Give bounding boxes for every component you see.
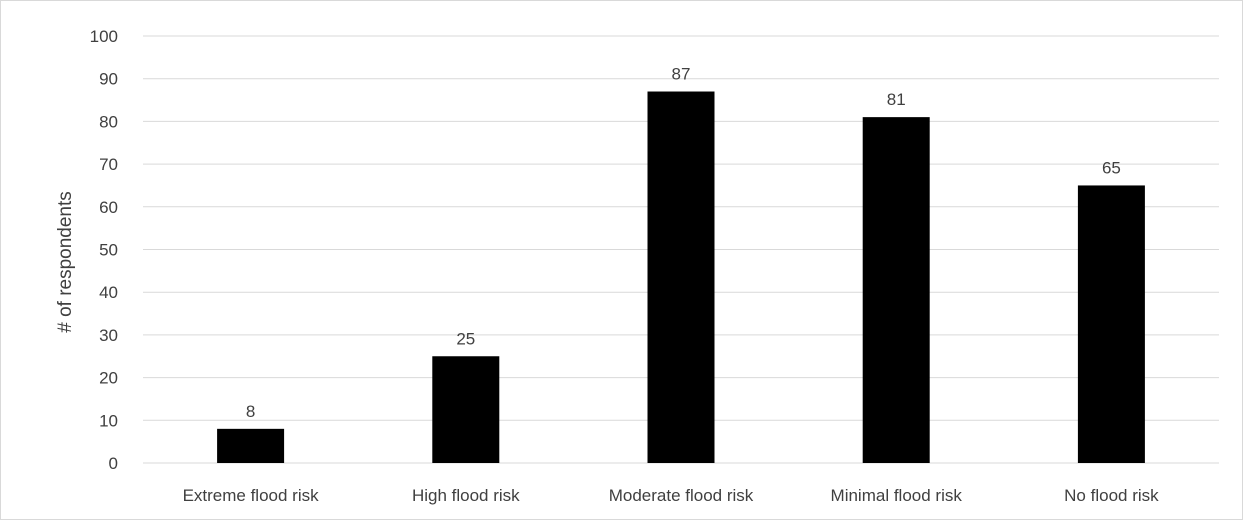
x-tick-label: Moderate flood risk bbox=[609, 486, 754, 505]
bars bbox=[217, 91, 1145, 463]
y-axis-ticks: 0 10 20 30 40 50 60 70 80 90 100 bbox=[90, 27, 118, 473]
data-label: 81 bbox=[887, 90, 906, 109]
y-tick-label: 20 bbox=[99, 369, 118, 388]
y-tick-label: 60 bbox=[99, 198, 118, 217]
x-tick-label: Minimal flood risk bbox=[831, 486, 963, 505]
data-labels: 8 25 87 81 65 bbox=[246, 65, 1121, 421]
x-axis-ticks: Extreme flood risk High flood risk Moderat… bbox=[183, 486, 1160, 505]
y-tick-label: 10 bbox=[99, 411, 118, 430]
y-axis-title: # of respondents bbox=[55, 191, 76, 333]
y-tick-label: 90 bbox=[99, 70, 118, 89]
y-tick-label: 100 bbox=[90, 27, 118, 46]
data-label: 25 bbox=[456, 329, 475, 348]
x-tick-label: No flood risk bbox=[1064, 486, 1159, 505]
y-tick-label: 70 bbox=[99, 155, 118, 174]
data-label: 65 bbox=[1102, 158, 1121, 177]
bar bbox=[1077, 185, 1145, 463]
bar bbox=[217, 428, 285, 463]
y-tick-label: 40 bbox=[99, 283, 118, 302]
y-tick-label: 0 bbox=[109, 454, 118, 473]
y-tick-label: 50 bbox=[99, 241, 118, 260]
data-label: 87 bbox=[672, 65, 691, 84]
y-tick-label: 80 bbox=[99, 112, 118, 131]
x-tick-label: Extreme flood risk bbox=[183, 486, 320, 505]
bar bbox=[862, 117, 930, 463]
bar bbox=[432, 356, 500, 463]
y-tick-label: 30 bbox=[99, 326, 118, 345]
data-label: 8 bbox=[246, 402, 255, 421]
bar bbox=[647, 91, 715, 463]
x-tick-label: High flood risk bbox=[412, 486, 520, 505]
